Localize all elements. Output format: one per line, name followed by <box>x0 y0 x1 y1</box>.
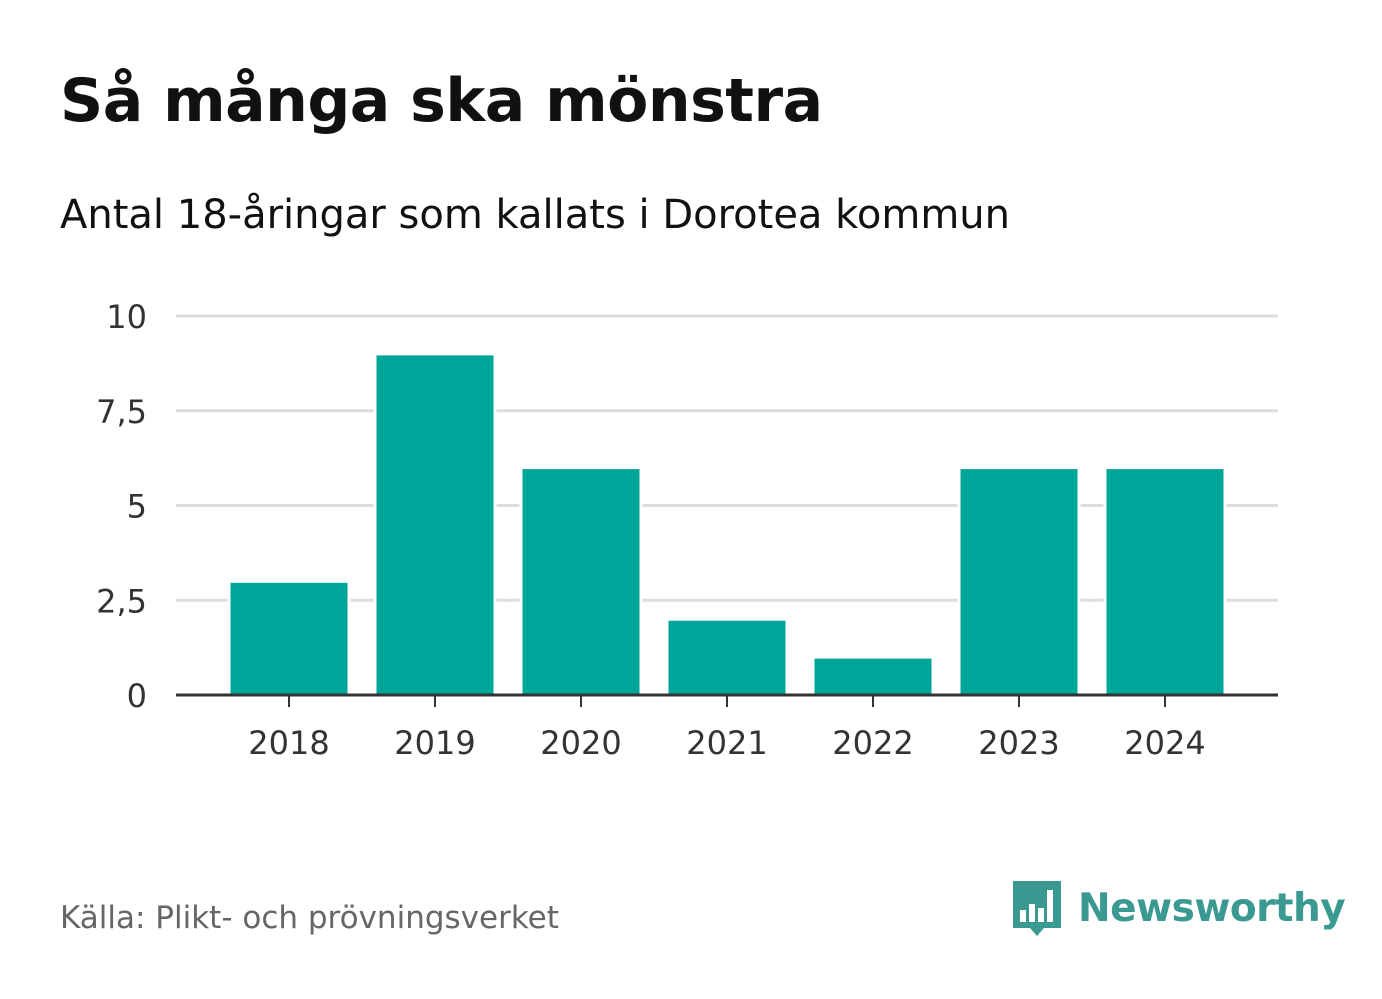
bar-2022 <box>811 655 935 697</box>
x-tick-label: 2023 <box>978 724 1059 762</box>
x-tick-label: 2018 <box>248 724 329 762</box>
bar-chart-speech-bubble-icon <box>1013 881 1061 936</box>
y-tick-label: 0 <box>127 677 147 715</box>
y-tick-label: 5 <box>127 488 147 526</box>
bar-2023 <box>957 466 1081 697</box>
y-axis-ticks: 0 2,5 5 7,5 10 <box>96 298 147 715</box>
source-note: Källa: Plikt- och prövningsverket <box>60 900 559 936</box>
y-tick-label: 2,5 <box>96 582 147 620</box>
bar-chart: 0 2,5 5 7,5 10 2018 2019 2020 2021 2022 2023 2024 <box>96 298 1278 762</box>
x-tick-label: 2021 <box>686 724 767 762</box>
bar-2020 <box>519 466 643 697</box>
brand-name: Newsworthy <box>1078 885 1346 931</box>
x-tick-label: 2024 <box>1124 724 1205 762</box>
bar-2019 <box>373 352 497 697</box>
bars <box>227 352 1227 697</box>
bar-2018 <box>227 579 351 697</box>
x-axis: 2018 2019 2020 2021 2022 2023 2024 <box>176 693 1278 762</box>
x-tick-label: 2020 <box>540 724 621 762</box>
bar-2024 <box>1103 466 1227 697</box>
y-tick-label: 10 <box>106 298 147 336</box>
chart-subtitle: Antal 18-åringar som kallats i Dorotea k… <box>60 192 1010 238</box>
x-tick-label: 2019 <box>394 724 475 762</box>
chart-title: Så många ska mönstra <box>60 66 823 136</box>
bar-2021 <box>665 617 789 697</box>
x-tick-label: 2022 <box>832 724 913 762</box>
grid-lines <box>176 314 1278 602</box>
brand-logo: Newsworthy <box>1010 878 1346 938</box>
y-tick-label: 7,5 <box>96 393 147 431</box>
